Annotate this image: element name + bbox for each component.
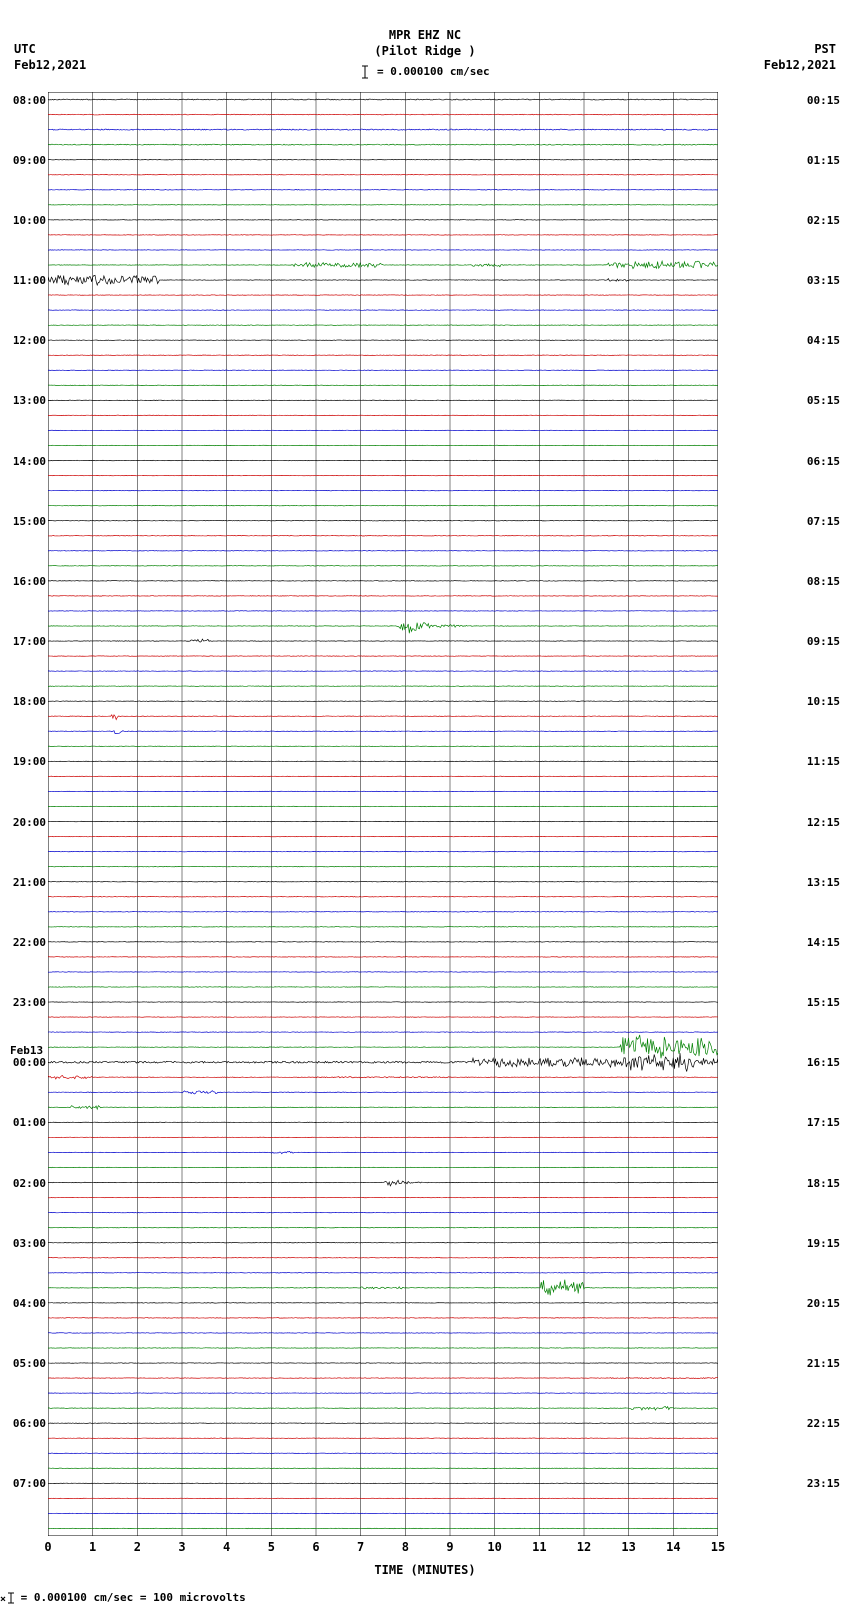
right-time-tick: 22:15 — [807, 1417, 840, 1430]
x-tick: 2 — [134, 1540, 141, 1554]
right-time-tick: 17:15 — [807, 1116, 840, 1129]
left-time-tick: 04:00 — [10, 1297, 46, 1310]
x-tick: 4 — [223, 1540, 230, 1554]
left-time-tick: 08:00 — [10, 94, 46, 107]
right-time-tick: 11:15 — [807, 755, 840, 768]
right-time-tick: 04:15 — [807, 334, 840, 347]
left-time-tick: 00:00 — [10, 1056, 46, 1069]
left-time-tick: 18:00 — [10, 695, 46, 708]
left-time-tick: 20:00 — [10, 816, 46, 829]
right-time-tick: 07:15 — [807, 515, 840, 528]
x-tick: 15 — [711, 1540, 725, 1554]
right-time-tick: 05:15 — [807, 394, 840, 407]
right-time-tick: 03:15 — [807, 274, 840, 287]
left-time-tick: 01:00 — [10, 1116, 46, 1129]
x-tick: 11 — [532, 1540, 546, 1554]
station-code: MPR EHZ NC — [0, 28, 850, 44]
left-time-tick: 14:00 — [10, 455, 46, 468]
footer-scale-text: = 0.000100 cm/sec = 100 microvolts — [14, 1591, 246, 1604]
right-time-tick: 12:15 — [807, 816, 840, 829]
x-tick: 12 — [577, 1540, 591, 1554]
x-tick: 0 — [44, 1540, 51, 1554]
left-time-tick: 17:00 — [10, 635, 46, 648]
x-tick: 13 — [621, 1540, 635, 1554]
x-axis-label: TIME (MINUTES) — [0, 1563, 850, 1577]
left-time-tick: 19:00 — [10, 755, 46, 768]
x-tick: 6 — [312, 1540, 319, 1554]
seismogram-container: MPR EHZ NC (Pilot Ridge ) UTC Feb12,2021… — [0, 0, 850, 1613]
right-time-tick: 01:15 — [807, 154, 840, 167]
right-time-tick: 18:15 — [807, 1177, 840, 1190]
right-time-tick: 06:15 — [807, 455, 840, 468]
right-time-tick: 19:15 — [807, 1237, 840, 1250]
left-time-tick: 13:00 — [10, 394, 46, 407]
x-tick: 9 — [446, 1540, 453, 1554]
right-time-tick: 15:15 — [807, 996, 840, 1009]
right-time-tick: 08:15 — [807, 575, 840, 588]
right-time-tick: 14:15 — [807, 936, 840, 949]
right-time-tick: 02:15 — [807, 214, 840, 227]
right-time-tick: 00:15 — [807, 94, 840, 107]
left-time-tick: 05:00 — [10, 1357, 46, 1370]
x-tick: 14 — [666, 1540, 680, 1554]
x-tick: 5 — [268, 1540, 275, 1554]
scale-indicator: = 0.000100 cm/sec — [0, 64, 850, 80]
left-time-tick: 23:00 — [10, 996, 46, 1009]
footer-scale-bar-icon: × — [0, 1591, 14, 1605]
left-time-tick: 07:00 — [10, 1477, 46, 1490]
x-tick: 7 — [357, 1540, 364, 1554]
footer-scale: × = 0.000100 cm/sec = 100 microvolts — [0, 1591, 246, 1605]
right-time-tick: 20:15 — [807, 1297, 840, 1310]
left-time-tick: 03:00 — [10, 1237, 46, 1250]
scale-text: = 0.000100 cm/sec — [370, 65, 489, 78]
x-tick: 8 — [402, 1540, 409, 1554]
left-tz: UTC — [14, 42, 86, 58]
left-time-tick: 09:00 — [10, 154, 46, 167]
right-time-tick: 10:15 — [807, 695, 840, 708]
left-time-tick: 02:00 — [10, 1177, 46, 1190]
left-time-tick: 16:00 — [10, 575, 46, 588]
scale-bar-icon — [360, 64, 370, 80]
left-time-tick: 22:00 — [10, 936, 46, 949]
left-time-tick: 12:00 — [10, 334, 46, 347]
left-time-tick: 15:00 — [10, 515, 46, 528]
right-time-tick: 21:15 — [807, 1357, 840, 1370]
x-tick: 10 — [487, 1540, 501, 1554]
right-time-tick: 16:15 — [807, 1056, 840, 1069]
svg-text:×: × — [0, 1594, 6, 1605]
header-center: MPR EHZ NC (Pilot Ridge ) — [0, 28, 850, 59]
right-time-tick: 23:15 — [807, 1477, 840, 1490]
station-name: (Pilot Ridge ) — [0, 44, 850, 60]
left-time-tick: 10:00 — [10, 214, 46, 227]
seismogram-plot — [48, 92, 718, 1536]
x-tick: 3 — [178, 1540, 185, 1554]
x-tick: 1 — [89, 1540, 96, 1554]
day-break-label: Feb13 — [10, 1044, 43, 1057]
left-time-tick: 21:00 — [10, 876, 46, 889]
right-time-tick: 09:15 — [807, 635, 840, 648]
right-tz: PST — [764, 42, 836, 58]
left-time-tick: 06:00 — [10, 1417, 46, 1430]
right-time-tick: 13:15 — [807, 876, 840, 889]
left-time-tick: 11:00 — [10, 274, 46, 287]
